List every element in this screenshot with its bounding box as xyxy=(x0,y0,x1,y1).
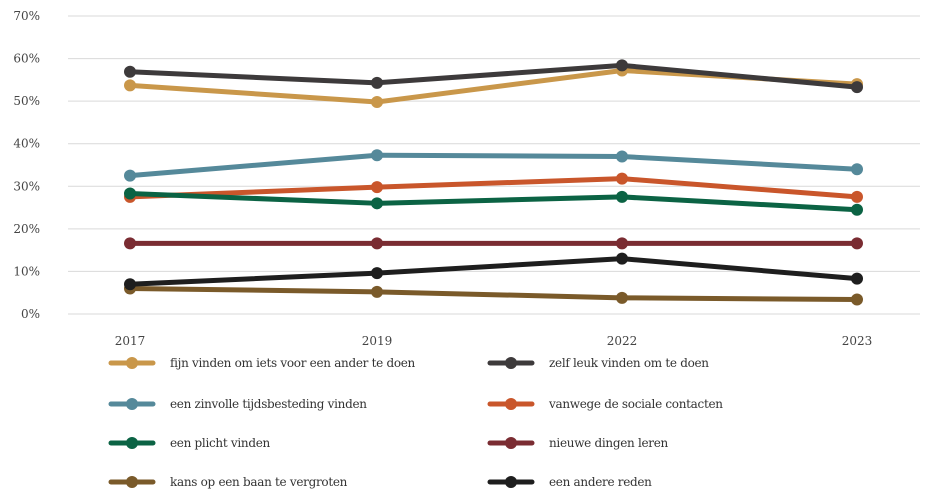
y-axis: 0% 10% 20% 30% 40% 50% 60% 70% xyxy=(13,9,40,321)
data-point xyxy=(124,278,136,291)
data-point xyxy=(371,149,383,162)
gridlines xyxy=(68,15,920,315)
legend-label: nieuwe dingen leren xyxy=(549,436,669,450)
y-tick-label: 40% xyxy=(13,137,40,151)
legend: fijn vinden om iets voor een ander te do… xyxy=(108,356,724,489)
data-point xyxy=(616,59,628,72)
series-path xyxy=(127,256,860,287)
x-tick-label: 2017 xyxy=(115,334,146,348)
series-path xyxy=(127,152,860,179)
data-point xyxy=(124,79,136,92)
data-point xyxy=(371,197,383,210)
data-point xyxy=(371,267,383,280)
y-tick-label: 20% xyxy=(13,222,40,236)
legend-item: kans op een baan te vergroten xyxy=(108,475,348,489)
data-point xyxy=(616,237,628,250)
data-point xyxy=(616,252,628,265)
legend-item: een andere reden xyxy=(487,475,652,489)
data-point xyxy=(616,172,628,185)
legend-label: zelf leuk vinden om te doen xyxy=(549,356,709,370)
data-point xyxy=(371,181,383,194)
y-tick-label: 10% xyxy=(13,264,40,278)
data-point xyxy=(124,169,136,182)
y-tick-label: 30% xyxy=(13,179,40,193)
y-tick-label: 50% xyxy=(13,94,40,108)
series-path xyxy=(127,191,860,213)
data-point xyxy=(851,237,863,250)
data-point xyxy=(616,190,628,203)
y-tick-label: 60% xyxy=(13,52,40,66)
data-point xyxy=(616,150,628,163)
legend-swatch-marker xyxy=(126,398,138,410)
legend-swatch-marker xyxy=(505,437,517,449)
data-point xyxy=(851,203,863,216)
legend-swatch-marker xyxy=(126,357,138,369)
series-path xyxy=(127,62,860,90)
data-point xyxy=(124,237,136,250)
legend-label: een plicht vinden xyxy=(170,436,271,450)
data-point xyxy=(616,291,628,304)
y-tick-label: 70% xyxy=(13,9,40,23)
series-line xyxy=(124,149,863,182)
x-tick-label: 2022 xyxy=(607,334,638,348)
legend-swatch-marker xyxy=(505,398,517,410)
legend-item: nieuwe dingen leren xyxy=(487,436,669,450)
x-tick-label: 2019 xyxy=(362,334,393,348)
data-point xyxy=(851,272,863,285)
legend-item: een zinvolle tijdsbesteding vinden xyxy=(108,397,368,411)
series-line xyxy=(124,187,863,216)
data-point xyxy=(124,65,136,78)
series-line xyxy=(124,237,863,250)
legend-item: een plicht vinden xyxy=(108,436,271,450)
legend-label: vanwege de sociale contacten xyxy=(548,397,723,411)
x-tick-label: 2023 xyxy=(842,334,873,348)
data-point xyxy=(851,163,863,176)
legend-swatch-marker xyxy=(126,437,138,449)
legend-label: fijn vinden om iets voor een ander te do… xyxy=(170,356,416,370)
legend-label: een andere reden xyxy=(549,475,652,489)
series-line xyxy=(124,282,863,306)
legend-swatch-marker xyxy=(126,476,138,488)
y-tick-label: 0% xyxy=(21,307,40,321)
data-point xyxy=(371,95,383,108)
data-point xyxy=(851,81,863,94)
series-lines xyxy=(124,59,863,306)
data-point xyxy=(371,285,383,298)
series-path xyxy=(127,176,860,200)
data-point xyxy=(851,190,863,203)
data-point xyxy=(371,76,383,89)
series-line xyxy=(124,252,863,291)
x-axis: 2017 2019 2022 2023 xyxy=(115,334,873,348)
legend-item: fijn vinden om iets voor een ander te do… xyxy=(108,356,416,370)
data-point xyxy=(124,187,136,200)
legend-item: zelf leuk vinden om te doen xyxy=(487,356,710,370)
legend-label: een zinvolle tijdsbesteding vinden xyxy=(170,397,367,411)
series-line xyxy=(124,59,863,94)
legend-label: kans op een baan te vergroten xyxy=(170,475,348,489)
legend-item: vanwege de sociale contacten xyxy=(487,397,724,411)
series-path xyxy=(127,285,860,303)
legend-swatch-marker xyxy=(505,357,517,369)
legend-swatch-marker xyxy=(505,476,517,488)
data-point xyxy=(371,237,383,250)
data-point xyxy=(851,293,863,306)
